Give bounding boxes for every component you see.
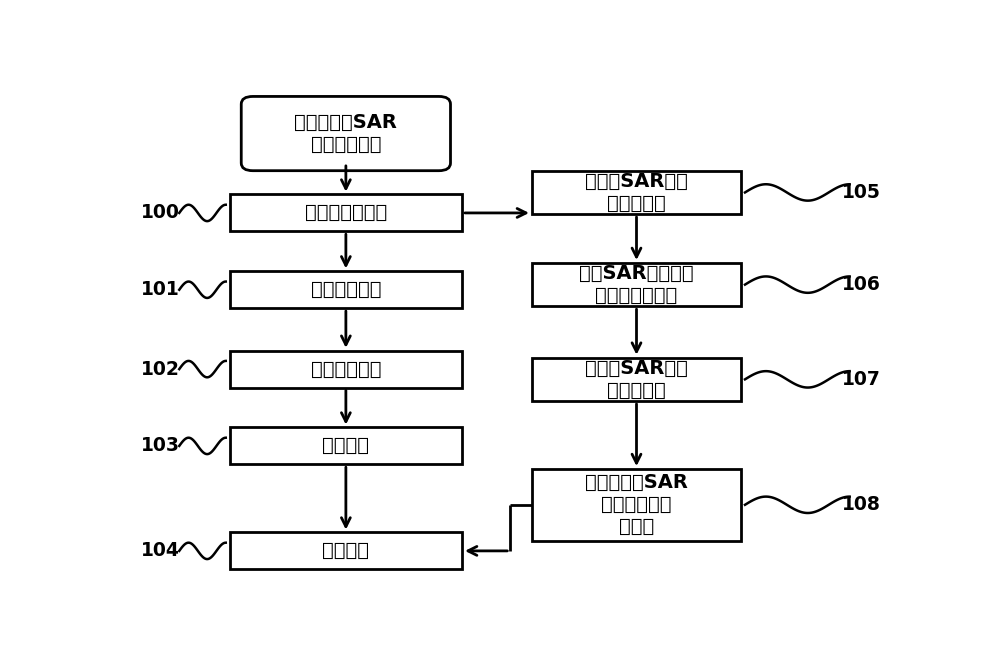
FancyBboxPatch shape xyxy=(532,358,741,401)
Text: 101: 101 xyxy=(140,280,179,299)
FancyBboxPatch shape xyxy=(532,469,741,541)
Text: 四子阵天顶天线: 四子阵天顶天线 xyxy=(305,203,387,222)
FancyBboxPatch shape xyxy=(230,271,462,308)
FancyBboxPatch shape xyxy=(230,533,462,569)
Text: 无源SAR对地天线
距离向扫描搜索: 无源SAR对地天线 距离向扫描搜索 xyxy=(579,264,694,305)
FancyBboxPatch shape xyxy=(241,96,450,171)
Text: 106: 106 xyxy=(842,275,881,294)
Text: 107: 107 xyxy=(842,370,881,389)
Text: 104: 104 xyxy=(140,541,179,561)
Text: 时频参数估计: 时频参数估计 xyxy=(311,280,381,299)
Text: 非合作SAR信号
入射角估计: 非合作SAR信号 入射角估计 xyxy=(585,359,688,400)
FancyBboxPatch shape xyxy=(230,194,462,231)
FancyBboxPatch shape xyxy=(230,350,462,388)
Text: 轨迹关联: 轨迹关联 xyxy=(322,541,369,561)
Text: 空间非合作SAR
侧向泄露信号: 空间非合作SAR 侧向泄露信号 xyxy=(294,113,397,154)
Text: 100: 100 xyxy=(140,203,179,222)
FancyBboxPatch shape xyxy=(532,263,741,307)
Text: 距离估算: 距离估算 xyxy=(322,436,369,456)
Text: 非合作SAR信号
方位角估计: 非合作SAR信号 方位角估计 xyxy=(585,172,688,213)
Text: 102: 102 xyxy=(140,360,179,378)
Text: 103: 103 xyxy=(140,436,180,456)
Text: 105: 105 xyxy=(842,183,881,202)
FancyBboxPatch shape xyxy=(230,428,462,464)
Text: 108: 108 xyxy=(842,495,881,514)
FancyBboxPatch shape xyxy=(532,171,741,214)
Text: 基于非合作SAR
信号的双站雷
达成像: 基于非合作SAR 信号的双站雷 达成像 xyxy=(585,473,688,536)
Text: 和差波束测角: 和差波束测角 xyxy=(311,360,381,378)
